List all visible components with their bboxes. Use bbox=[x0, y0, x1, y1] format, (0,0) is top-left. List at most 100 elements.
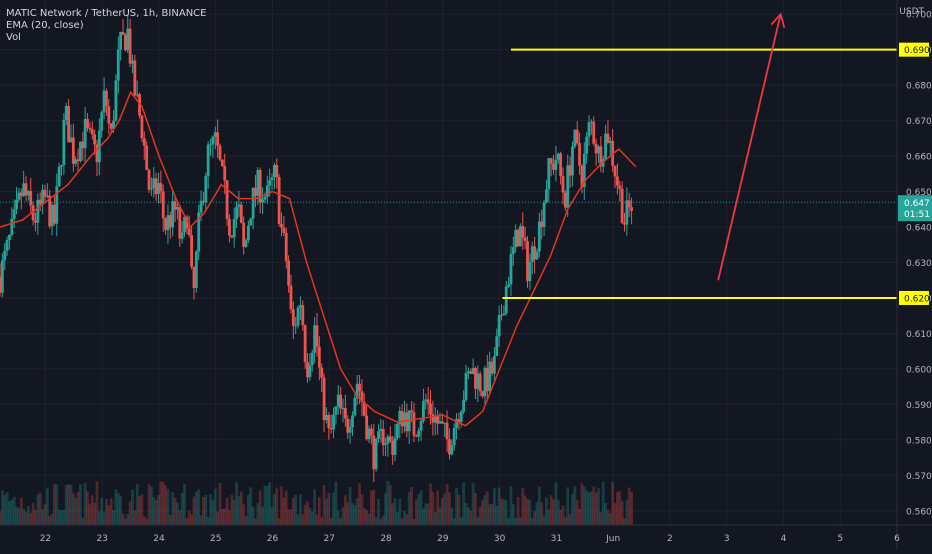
volume-bar bbox=[403, 510, 406, 525]
volume-bar bbox=[533, 511, 537, 525]
volume-bar bbox=[173, 497, 177, 525]
volume-bar bbox=[291, 497, 295, 525]
candle-body bbox=[514, 229, 518, 248]
volume-bar bbox=[627, 487, 631, 525]
volume-bar bbox=[183, 484, 186, 525]
support-resistance-levels[interactable] bbox=[502, 48, 897, 299]
candle-body bbox=[299, 305, 302, 308]
candle-body bbox=[351, 415, 354, 428]
volume-bar bbox=[246, 494, 250, 525]
volume-bar bbox=[313, 489, 317, 525]
candle-body bbox=[606, 133, 610, 143]
volume-bar bbox=[145, 518, 149, 525]
arrow-shaft bbox=[717, 13, 782, 281]
candle-body bbox=[308, 365, 312, 378]
candle-body bbox=[0, 260, 4, 293]
volume-bar bbox=[556, 499, 560, 525]
price-tick: 0.600 bbox=[906, 365, 932, 375]
volume-bar bbox=[102, 511, 106, 525]
volume-bar bbox=[121, 513, 125, 525]
candle-body bbox=[168, 215, 172, 228]
volume-bar bbox=[187, 510, 191, 525]
candle-body bbox=[386, 436, 390, 444]
candle-body bbox=[580, 165, 584, 188]
candle-body bbox=[79, 141, 82, 162]
volume-bar bbox=[615, 492, 619, 525]
volume-bar bbox=[161, 481, 165, 525]
volume-bar bbox=[0, 510, 2, 525]
volume-bar bbox=[502, 499, 506, 525]
volume-bar bbox=[197, 489, 201, 525]
candle-body bbox=[187, 228, 191, 236]
candle-body bbox=[448, 439, 451, 455]
candle-body bbox=[332, 414, 335, 430]
volume-bar bbox=[149, 486, 153, 525]
chart-legend: MATIC Network / TetherUS, 1h, BINANCE EM… bbox=[6, 8, 206, 44]
candle-body bbox=[183, 216, 186, 233]
candle-body bbox=[45, 195, 49, 197]
candle-body bbox=[497, 315, 501, 337]
volume-bar bbox=[611, 481, 615, 525]
candle-body bbox=[431, 414, 435, 423]
candle-body bbox=[530, 246, 534, 263]
volume-bar bbox=[608, 512, 612, 525]
volume-bar bbox=[185, 518, 189, 525]
symbol-title[interactable]: MATIC Network / TetherUS, 1h, BINANCE bbox=[6, 8, 207, 19]
candle-body bbox=[433, 416, 437, 423]
volume-bar bbox=[31, 502, 35, 525]
candle-body bbox=[623, 223, 626, 225]
volume-bar bbox=[346, 502, 350, 525]
candle-body bbox=[90, 129, 94, 135]
time-tick: 31 bbox=[551, 534, 562, 544]
volume-bar bbox=[582, 486, 586, 525]
volume-bar bbox=[379, 518, 383, 525]
volume-bar bbox=[474, 493, 477, 525]
volume-bar bbox=[17, 507, 21, 525]
volume-bar bbox=[308, 507, 312, 525]
candle-body bbox=[239, 204, 243, 223]
time-axis[interactable]: 22 23 24 25 26 27 28 29 30 31 Jun 2 3 4 5 6 bbox=[0, 524, 932, 544]
candle-body bbox=[131, 60, 134, 64]
price-tick: 0.700 bbox=[906, 11, 932, 21]
ema-indicator-label[interactable]: EMA (20, close) bbox=[6, 20, 84, 31]
volume-bar bbox=[511, 504, 515, 525]
volume-bar bbox=[67, 484, 70, 525]
candle-body bbox=[10, 218, 14, 235]
candle-body bbox=[135, 94, 139, 96]
volume-bar bbox=[126, 513, 130, 525]
volume-bar bbox=[589, 491, 593, 525]
candle-body bbox=[171, 201, 175, 228]
candle-body bbox=[105, 90, 108, 107]
candle-body bbox=[459, 411, 463, 422]
candle-body bbox=[346, 418, 350, 433]
volume-bar bbox=[495, 505, 499, 525]
time-tick: 26 bbox=[267, 534, 279, 544]
candle-body bbox=[578, 143, 581, 166]
candle-body bbox=[540, 221, 544, 228]
volume-bar bbox=[280, 486, 283, 525]
price-tick: 0.610 bbox=[906, 330, 932, 340]
volume-bar bbox=[606, 510, 610, 525]
candle-body bbox=[355, 383, 359, 398]
volume-bar bbox=[585, 490, 589, 525]
volume-bar bbox=[270, 506, 274, 525]
volume-bar bbox=[535, 502, 539, 525]
volume-bar bbox=[303, 504, 307, 525]
candle-body bbox=[199, 200, 203, 213]
forecast-arrow[interactable] bbox=[717, 12, 786, 281]
candle-body bbox=[537, 221, 541, 252]
volume-indicator-label[interactable]: Vol bbox=[6, 32, 21, 43]
candle-body bbox=[3, 250, 7, 261]
candle-body bbox=[301, 305, 305, 326]
volume-bar bbox=[542, 515, 546, 525]
volume-bar bbox=[438, 507, 442, 525]
volume-bar bbox=[469, 510, 473, 525]
volume-bar bbox=[398, 498, 402, 525]
time-tick: 27 bbox=[324, 534, 335, 544]
volume-bar bbox=[547, 509, 551, 525]
candle-body bbox=[142, 138, 146, 146]
volume-bar bbox=[417, 494, 421, 525]
price-axis[interactable]: 0.700 0.690 0.680 0.670 0.660 0.650 0.640 0.630… bbox=[896, 0, 932, 550]
